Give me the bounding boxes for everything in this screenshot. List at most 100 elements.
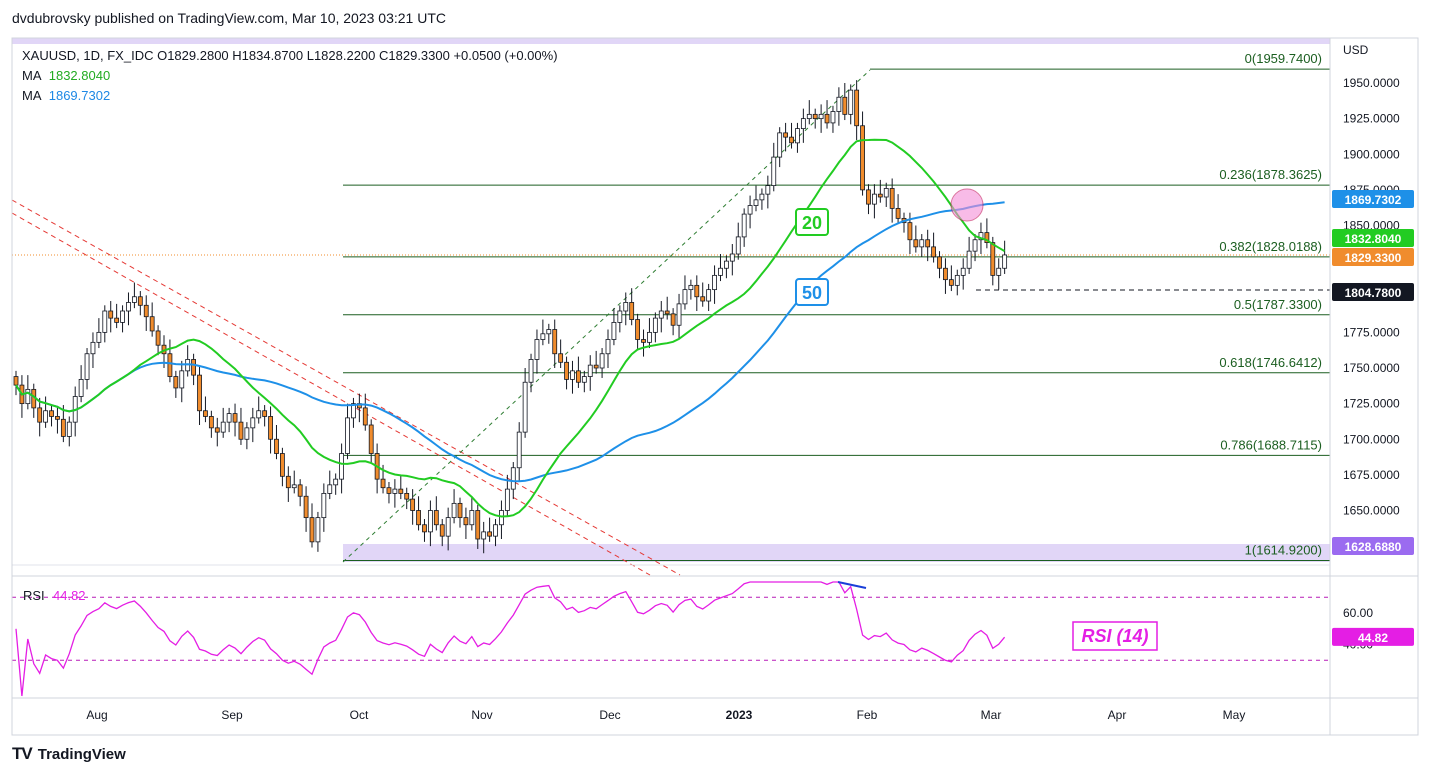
candle-body xyxy=(830,111,836,124)
candle-body xyxy=(605,339,611,355)
candle-body xyxy=(339,453,345,480)
candle-body xyxy=(84,353,90,380)
candle-body xyxy=(943,267,948,281)
candle-body xyxy=(1002,254,1008,269)
candle-body xyxy=(658,310,664,319)
candle-body xyxy=(262,410,268,417)
candle-body xyxy=(108,310,114,319)
candle-body xyxy=(451,502,457,519)
candle-body xyxy=(706,289,712,302)
candle-body xyxy=(197,374,202,412)
candle-body xyxy=(735,236,741,255)
candle-body xyxy=(647,331,652,343)
candle-body xyxy=(321,492,327,519)
fib-level-label: 0.5(1787.3300) xyxy=(1234,297,1322,312)
candle-body xyxy=(747,205,753,215)
candle-body xyxy=(268,416,273,440)
candle-body xyxy=(552,329,558,355)
publisher-line: dvdubrovsky published on TradingView.com… xyxy=(12,10,446,26)
candle-body xyxy=(617,310,623,323)
candle-body xyxy=(155,330,161,346)
candle-body xyxy=(43,410,48,423)
candle-body xyxy=(315,517,321,543)
candle-body xyxy=(510,467,516,490)
candle-body xyxy=(854,89,860,127)
rsi-line xyxy=(15,581,1006,697)
candle-body xyxy=(416,510,421,526)
moving-averages xyxy=(15,138,1006,518)
candle-body xyxy=(214,427,220,433)
candle-body xyxy=(256,410,262,419)
fibonacci-retracement: 0(1959.7400) 0.236(1878.3625) 0.382(1828.0… xyxy=(343,51,1330,561)
legend: XAUUSD, 1D, FX_IDC O1829.2800 H1834.8700… xyxy=(22,46,558,106)
ma20-tag: 20 xyxy=(802,213,822,233)
candle-body xyxy=(978,232,984,241)
candle-body xyxy=(274,438,279,454)
candle-body xyxy=(167,353,173,377)
candle-body xyxy=(789,136,794,144)
candle-body xyxy=(220,421,226,433)
candle-body xyxy=(570,370,575,380)
footer-brand[interactable]: TV TradingView xyxy=(12,744,126,764)
candle-body xyxy=(954,274,960,286)
ma20-tag-box xyxy=(795,208,829,236)
y-tick-label: 1650.0000 xyxy=(1343,504,1400,518)
candle-body xyxy=(238,421,244,440)
candle-body xyxy=(895,207,901,219)
candle-body xyxy=(765,185,771,195)
candle-body xyxy=(487,531,493,537)
candle-body xyxy=(712,274,717,291)
candle-body xyxy=(66,421,72,437)
candle-body xyxy=(410,498,416,511)
candle-body xyxy=(285,475,291,489)
fib-diagonal xyxy=(342,69,871,563)
rsi-tag-box xyxy=(1072,621,1158,651)
fib-level-label: 0(1959.7400) xyxy=(1245,51,1322,66)
support-zones xyxy=(12,38,1330,562)
candle-body xyxy=(504,488,510,511)
candle-body xyxy=(203,410,208,417)
candle-body xyxy=(368,424,374,454)
candle-body xyxy=(783,132,788,138)
candle-body xyxy=(96,331,102,343)
candle-body xyxy=(351,403,356,419)
downtrend-line-lower xyxy=(11,212,651,576)
price-badge-label: 1804.7800 xyxy=(1345,286,1402,300)
candle-body xyxy=(208,416,214,429)
candle-body xyxy=(700,296,706,302)
fib-level-label: 0.236(1878.3625) xyxy=(1219,167,1322,182)
brand-name: TradingView xyxy=(37,745,126,763)
candle-body xyxy=(291,484,297,489)
candle-body xyxy=(333,478,339,486)
candle-body xyxy=(445,517,451,537)
candle-body xyxy=(475,510,481,540)
candle-body xyxy=(948,279,954,286)
y-axis-unit: USD xyxy=(1343,43,1369,57)
downtrend-line-upper xyxy=(11,199,681,576)
candle-body xyxy=(463,517,469,526)
candle-body xyxy=(818,113,824,120)
rsi-divergence-line xyxy=(837,581,867,589)
rsi-tick-label: 60.00 xyxy=(1343,606,1373,620)
x-tick-label: Nov xyxy=(471,708,492,722)
candle-body xyxy=(771,156,777,187)
candle-body xyxy=(137,296,143,306)
candle-body xyxy=(439,524,445,537)
price-badge-label: 1829.3300 xyxy=(1345,251,1402,265)
trendlines xyxy=(11,69,1330,576)
candle-body xyxy=(688,284,694,291)
price-badge xyxy=(1332,283,1414,301)
price-badge xyxy=(1332,190,1414,208)
candle-body xyxy=(250,417,256,429)
candle-body xyxy=(102,310,108,333)
candle-body xyxy=(593,364,599,369)
price-badge-label: 1628.6880 xyxy=(1345,540,1402,554)
rsi-current-value: 44.82 xyxy=(53,588,86,603)
candle-body xyxy=(173,376,179,389)
candle-body xyxy=(78,378,84,397)
x-tick-label: Oct xyxy=(350,708,369,722)
candle-body xyxy=(682,289,688,305)
candle-body xyxy=(191,359,197,376)
